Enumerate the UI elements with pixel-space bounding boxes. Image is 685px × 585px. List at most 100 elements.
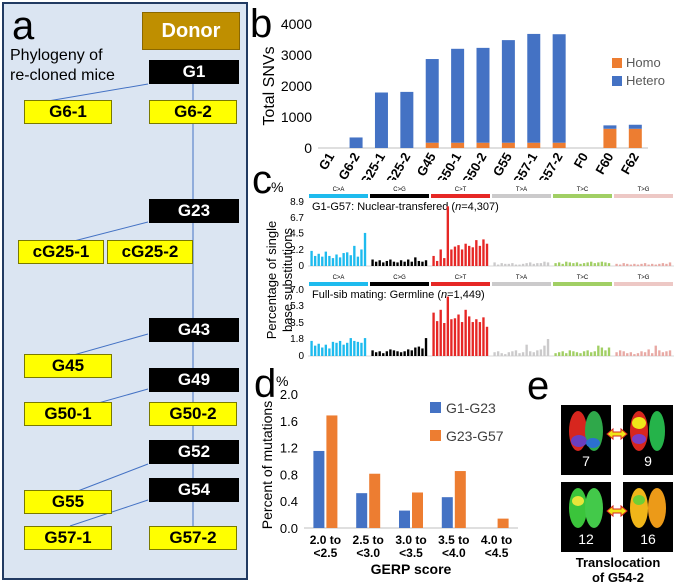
c-category-label: C>G <box>393 275 406 281</box>
c-bar <box>468 245 471 266</box>
b-bar-hetero <box>603 125 617 129</box>
node-cg25-2: cG25-2 <box>107 240 193 264</box>
c-bar <box>525 344 528 356</box>
d-bar-g23-g57 <box>412 492 423 528</box>
c-bar <box>450 319 453 356</box>
c-bar <box>557 262 561 266</box>
c-ylabel-line2: base substitutions <box>280 227 295 332</box>
c-bar <box>525 263 528 266</box>
d-bar-g1-g23 <box>356 493 368 528</box>
c-ytick-label: 0 <box>298 261 304 272</box>
b-legend-homo: Homo <box>626 55 661 70</box>
c-bar <box>482 239 485 266</box>
c-bar <box>507 352 511 356</box>
panel-b-letter: b <box>250 2 273 46</box>
c-bar <box>435 321 439 356</box>
c-bar <box>590 261 593 266</box>
c-bar <box>464 309 467 356</box>
c-bar <box>382 262 385 266</box>
c-bar <box>349 338 352 356</box>
c-bar <box>403 351 406 356</box>
node-g1: G1 <box>149 60 239 84</box>
b-legend-hetero: Hetero <box>626 73 665 88</box>
c-bar <box>597 345 600 356</box>
c-bar <box>604 262 607 266</box>
b-legend-swatch-hetero <box>612 76 622 86</box>
c-bar <box>414 257 417 266</box>
node-g43: G43 <box>149 318 239 342</box>
c-bar <box>353 340 356 356</box>
b-bar-hetero <box>552 34 566 143</box>
c-bar <box>604 350 607 356</box>
c-bar <box>356 256 360 266</box>
d-category-label-line1: 3.5 to <box>438 533 469 547</box>
c-bar <box>668 262 672 266</box>
c-bar <box>353 245 356 266</box>
b-legend-swatch-homo <box>612 58 622 68</box>
c-category-strip <box>431 194 490 198</box>
c-bar <box>310 250 313 266</box>
d-xlabel: GERP score <box>371 561 452 577</box>
c-ytick-label: 6.7 <box>290 213 304 224</box>
b-ytick-label: 3000 <box>281 47 312 63</box>
c-bar <box>622 351 625 356</box>
c-bar <box>346 252 349 266</box>
c-bar <box>543 345 546 356</box>
d-category-label-line2: <4.0 <box>442 546 466 560</box>
c-bar <box>317 343 320 356</box>
c-bar <box>586 350 589 356</box>
b-ytick-label: 4000 <box>281 16 312 32</box>
c-bar <box>504 354 507 356</box>
chromosome-label-9: 9 <box>644 453 652 469</box>
node-g50-1: G50-1 <box>24 402 112 426</box>
b-ylabel: Total SNVs <box>261 46 278 125</box>
c-bar <box>399 260 403 266</box>
c-category-strip <box>431 282 490 286</box>
translocation-caption: Translocation of G54-2 <box>555 555 681 585</box>
c-bar <box>654 264 657 266</box>
b-bar-hetero <box>628 124 642 129</box>
d-ytick-label: 2.0 <box>280 387 298 402</box>
c-bar <box>417 346 421 356</box>
phylogeny-panel: a Phylogeny of re-cloned mice Donor G1 G… <box>2 2 248 580</box>
c-bar <box>349 255 352 266</box>
c-bar <box>482 317 485 356</box>
c-bar <box>321 256 324 266</box>
d-bar-g23-g57 <box>326 415 338 528</box>
c-bar <box>417 260 421 266</box>
phylogeny-title: Phylogeny of re-cloned mice <box>10 46 115 86</box>
c-ytick-label: 4.5 <box>290 229 304 240</box>
c-bar <box>328 255 331 266</box>
c-bar <box>363 232 367 266</box>
c-bar <box>392 261 396 266</box>
c-bar <box>313 255 317 266</box>
c-bar <box>478 322 482 356</box>
c-bar <box>396 262 399 266</box>
b-bar-homo <box>451 142 465 148</box>
c-bar <box>389 259 392 266</box>
c-bar <box>460 322 464 356</box>
karyotype-panel: 7 9 12 16 Translocation of G54-2 <box>555 405 685 585</box>
c-bar <box>643 263 647 266</box>
c-bar <box>410 350 413 356</box>
c-bar <box>529 351 532 356</box>
c-ytick-label: 2.2 <box>290 245 304 256</box>
c-bar <box>600 347 604 356</box>
c-bar <box>424 338 428 356</box>
c-bar <box>496 351 500 356</box>
c-bar <box>407 349 410 356</box>
c-category-strip <box>553 194 612 198</box>
c-bar <box>557 352 561 356</box>
c-bar <box>658 350 661 356</box>
c-bar <box>514 264 518 266</box>
b-bar-homo <box>603 128 617 148</box>
c-bar <box>532 352 535 356</box>
b-bar-homo <box>476 142 490 148</box>
c-bar <box>640 351 643 356</box>
c-bar <box>661 263 665 266</box>
c-bar <box>475 240 478 266</box>
c-category-strip <box>614 282 673 286</box>
d-bar-g1-g23 <box>441 497 453 528</box>
node-g55: G55 <box>24 490 112 514</box>
c-panel-title: G1-G57: Nuclear-transfered (n=4,307) <box>312 201 499 213</box>
